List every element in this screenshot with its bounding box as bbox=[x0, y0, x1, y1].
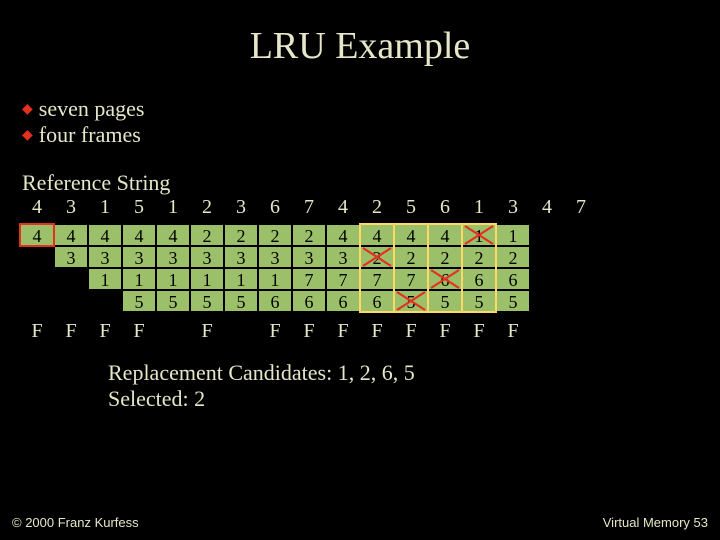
ref-cell: 7 bbox=[564, 196, 598, 219]
fault-marker: F bbox=[20, 320, 54, 342]
frame-cell: 1 bbox=[224, 268, 258, 290]
frame-cell: 4 bbox=[394, 224, 428, 246]
frame-cell: 3 bbox=[258, 246, 292, 268]
frame-cell: 5 bbox=[462, 290, 496, 312]
frame-cell: 4 bbox=[20, 224, 54, 246]
frame-cell: 4 bbox=[428, 224, 462, 246]
fault-marker: F bbox=[292, 320, 326, 342]
frame-cell: 2 bbox=[496, 246, 530, 268]
frame-cell: 3 bbox=[122, 246, 156, 268]
ref-cell: 5 bbox=[122, 196, 156, 219]
frame-cell: 2 bbox=[428, 246, 462, 268]
frame-cell: 4 bbox=[54, 224, 88, 246]
ref-cell: 6 bbox=[258, 196, 292, 219]
frame-cell: 3 bbox=[292, 246, 326, 268]
frame-cell: 1 bbox=[258, 268, 292, 290]
copyright-text: © 2000 Franz Kurfess bbox=[12, 515, 139, 530]
fault-marker: F bbox=[88, 320, 122, 342]
fault-marker: F bbox=[122, 320, 156, 342]
ref-cell: 5 bbox=[394, 196, 428, 219]
frame-cell: 7 bbox=[394, 268, 428, 290]
frame-cell: 3 bbox=[224, 246, 258, 268]
frame-cell: 1 bbox=[496, 224, 530, 246]
ref-cell: 3 bbox=[224, 196, 258, 219]
ref-cell: 6 bbox=[428, 196, 462, 219]
ref-cell: 1 bbox=[88, 196, 122, 219]
frame-cell: 4 bbox=[360, 224, 394, 246]
frame-cell: 5 bbox=[496, 290, 530, 312]
frame-cell: 6 bbox=[428, 268, 462, 290]
frame-cell: 6 bbox=[360, 290, 394, 312]
frame-cell: 2 bbox=[360, 246, 394, 268]
page-number: Virtual Memory 53 bbox=[603, 515, 708, 530]
bullet-1-text: seven pages bbox=[39, 96, 145, 121]
frame-cell: 5 bbox=[122, 290, 156, 312]
frame-cell: 4 bbox=[88, 224, 122, 246]
frame-cell: 1 bbox=[88, 268, 122, 290]
ref-cell: 3 bbox=[496, 196, 530, 219]
frame-cell: 2 bbox=[292, 224, 326, 246]
fault-marker: F bbox=[326, 320, 360, 342]
slide: LRU Example ◆ seven pages ◆ four frames Re… bbox=[0, 0, 720, 540]
replacement-candidates-text: Replacement Candidates: 1, 2, 6, 5 bbox=[108, 360, 415, 386]
frame-cell: 5 bbox=[190, 290, 224, 312]
ref-cell: 1 bbox=[156, 196, 190, 219]
ref-cell: 7 bbox=[292, 196, 326, 219]
frame-cell: 4 bbox=[326, 224, 360, 246]
frame-cell: 3 bbox=[54, 246, 88, 268]
fault-marker: F bbox=[258, 320, 292, 342]
fault-marker: F bbox=[428, 320, 462, 342]
frame-cell: 4 bbox=[156, 224, 190, 246]
frame-cell: 1 bbox=[156, 268, 190, 290]
bullet-2-text: four frames bbox=[39, 122, 141, 147]
reference-string-label: Reference String bbox=[22, 170, 170, 196]
frame-cell: 7 bbox=[292, 268, 326, 290]
ref-cell: 1 bbox=[462, 196, 496, 219]
frame-cell: 3 bbox=[156, 246, 190, 268]
ref-cell: 4 bbox=[326, 196, 360, 219]
frame-cell: 1 bbox=[462, 224, 496, 246]
frame-cell: 6 bbox=[292, 290, 326, 312]
selected-text: Selected: 2 bbox=[108, 386, 205, 412]
bullet-icon: ◆ bbox=[22, 127, 33, 144]
ref-cell: 4 bbox=[20, 196, 54, 219]
fault-marker: F bbox=[54, 320, 88, 342]
fault-marker: F bbox=[190, 320, 224, 342]
ref-cell: 3 bbox=[54, 196, 88, 219]
frame-cell: 4 bbox=[122, 224, 156, 246]
ref-cell: 2 bbox=[190, 196, 224, 219]
frame-cell: 3 bbox=[190, 246, 224, 268]
frame-cell: 6 bbox=[258, 290, 292, 312]
frame-cell: 5 bbox=[156, 290, 190, 312]
fault-marker: F bbox=[462, 320, 496, 342]
bullet-icon: ◆ bbox=[22, 101, 33, 118]
frame-cell: 2 bbox=[394, 246, 428, 268]
frame-cell: 2 bbox=[462, 246, 496, 268]
fault-marker: F bbox=[394, 320, 428, 342]
frame-cell: 1 bbox=[190, 268, 224, 290]
bullet-2: ◆ four frames bbox=[22, 122, 141, 148]
frame-cell: 3 bbox=[88, 246, 122, 268]
frame-cell: 6 bbox=[496, 268, 530, 290]
frame-cell: 2 bbox=[190, 224, 224, 246]
frame-cell: 6 bbox=[326, 290, 360, 312]
frame-cell: 5 bbox=[224, 290, 258, 312]
frame-cell: 3 bbox=[326, 246, 360, 268]
frame-cell: 6 bbox=[462, 268, 496, 290]
ref-cell: 2 bbox=[360, 196, 394, 219]
frame-cell: 2 bbox=[224, 224, 258, 246]
bullet-1: ◆ seven pages bbox=[22, 96, 144, 122]
frame-cell: 5 bbox=[394, 290, 428, 312]
fault-marker: F bbox=[496, 320, 530, 342]
frame-cell: 2 bbox=[258, 224, 292, 246]
fault-marker: F bbox=[360, 320, 394, 342]
frame-cell: 1 bbox=[122, 268, 156, 290]
slide-title: LRU Example bbox=[0, 24, 720, 68]
frame-cell: 7 bbox=[326, 268, 360, 290]
ref-cell: 4 bbox=[530, 196, 564, 219]
frame-cell: 5 bbox=[428, 290, 462, 312]
frame-cell: 7 bbox=[360, 268, 394, 290]
